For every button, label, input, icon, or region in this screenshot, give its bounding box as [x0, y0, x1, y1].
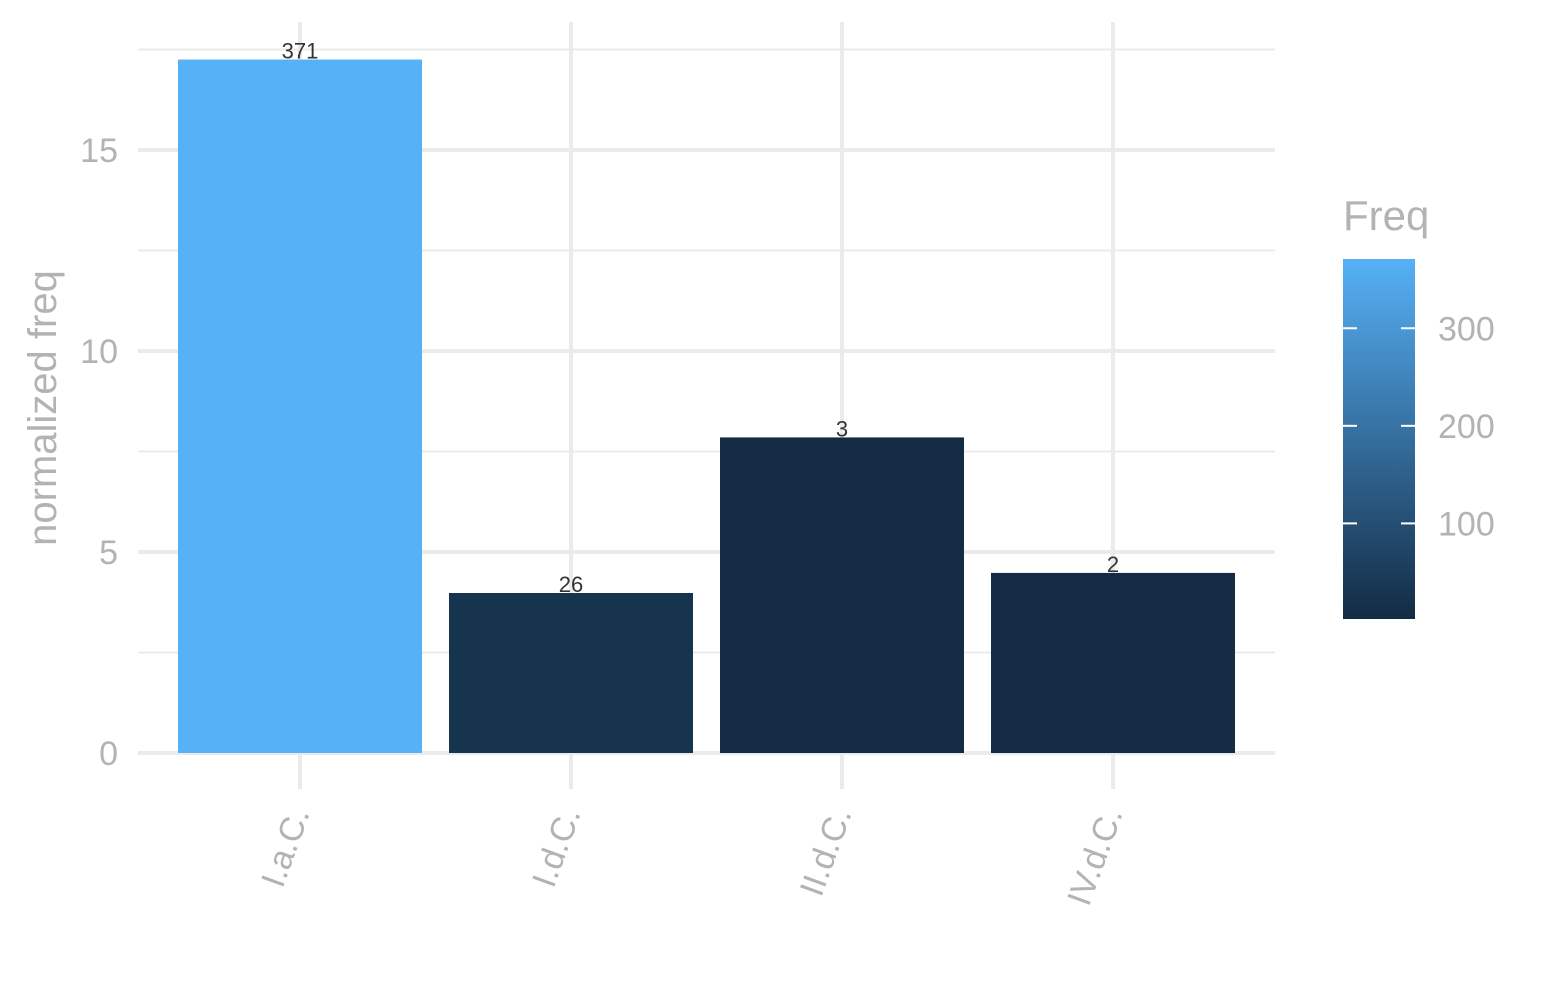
- colorbar-label: 200: [1438, 408, 1495, 446]
- bar-value-label: 2: [1107, 552, 1119, 577]
- x-tick-label: I.d.C.: [525, 803, 588, 892]
- colorbar-legend: Freq 100 200 300: [1343, 192, 1495, 619]
- y-tick-label: 15: [80, 132, 118, 170]
- bars: [178, 59, 1235, 754]
- colorbar-label: 100: [1438, 505, 1495, 543]
- bar-I.d.C.: [449, 593, 693, 753]
- y-tick-label: 0: [99, 735, 118, 773]
- y-axis-title: normalized freq: [21, 270, 65, 546]
- bar-value-label: 26: [559, 572, 583, 597]
- y-tick-label: 5: [99, 534, 118, 572]
- bar-value-labels: 371 26 3 2: [282, 39, 1119, 597]
- bar-value-label: 371: [282, 39, 319, 64]
- bar-value-label: 3: [836, 416, 848, 441]
- colorbar-label: 300: [1438, 310, 1495, 348]
- bar-IV.d.C.: [991, 572, 1235, 753]
- x-tick-label: I.a.C.: [254, 803, 317, 892]
- y-tick-label: 10: [80, 333, 118, 371]
- legend-title: Freq: [1343, 192, 1429, 239]
- x-tick-label: II.d.C.: [793, 803, 860, 901]
- axes: 0 5 10 15 I.a.C. I.d.C. II.d.C. IV.d.C.: [80, 132, 1130, 910]
- bar-I.a.C.: [178, 59, 422, 754]
- bar-II.d.C.: [720, 437, 964, 753]
- x-tick-label: IV.d.C.: [1060, 803, 1130, 911]
- colorbar: [1343, 259, 1415, 619]
